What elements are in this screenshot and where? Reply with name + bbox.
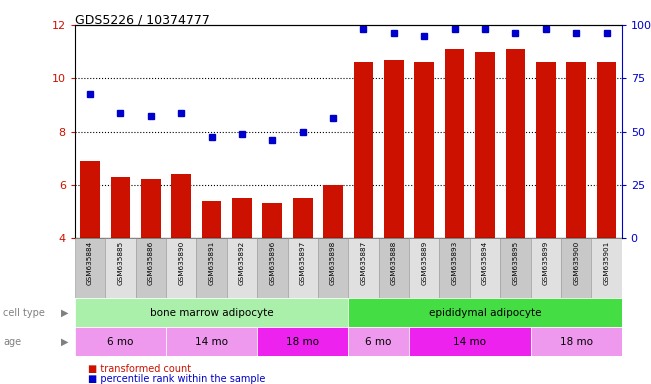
Bar xyxy=(536,62,555,238)
Text: GSM635898: GSM635898 xyxy=(330,240,336,285)
Text: GSM635886: GSM635886 xyxy=(148,240,154,285)
Text: GSM635891: GSM635891 xyxy=(208,240,215,285)
Text: GSM635901: GSM635901 xyxy=(603,240,609,285)
Bar xyxy=(80,161,100,238)
Bar xyxy=(596,62,616,238)
Bar xyxy=(566,62,586,238)
Bar xyxy=(445,49,465,238)
Text: cell type: cell type xyxy=(3,308,45,318)
Bar xyxy=(379,238,409,298)
Bar xyxy=(531,238,561,298)
Text: GSM635900: GSM635900 xyxy=(573,240,579,285)
Text: 18 mo: 18 mo xyxy=(560,336,592,347)
Bar xyxy=(288,238,318,298)
Bar xyxy=(166,238,197,298)
Bar xyxy=(75,238,105,298)
Bar xyxy=(348,327,409,356)
Text: epididymal adipocyte: epididymal adipocyte xyxy=(429,308,541,318)
Text: GDS5226 / 10374777: GDS5226 / 10374777 xyxy=(75,13,210,26)
Bar xyxy=(105,238,135,298)
Text: 14 mo: 14 mo xyxy=(453,336,486,347)
Bar xyxy=(166,327,257,356)
Text: GSM635885: GSM635885 xyxy=(117,240,124,285)
Bar xyxy=(531,327,622,356)
Bar xyxy=(475,51,495,238)
Bar xyxy=(353,62,374,238)
Text: ■ transformed count: ■ transformed count xyxy=(88,364,191,374)
Text: GSM635892: GSM635892 xyxy=(239,240,245,285)
Bar xyxy=(75,298,348,327)
Bar xyxy=(171,174,191,238)
Text: GSM635889: GSM635889 xyxy=(421,240,427,285)
Bar xyxy=(561,238,591,298)
Text: 6 mo: 6 mo xyxy=(365,336,392,347)
Text: GSM635888: GSM635888 xyxy=(391,240,397,285)
Bar xyxy=(591,238,622,298)
Bar xyxy=(414,62,434,238)
Bar xyxy=(409,327,531,356)
Bar xyxy=(500,238,531,298)
Bar xyxy=(505,49,525,238)
Text: GSM635897: GSM635897 xyxy=(299,240,306,285)
Bar xyxy=(293,198,312,238)
Bar xyxy=(111,177,130,238)
Bar xyxy=(348,238,379,298)
Bar xyxy=(141,179,161,238)
Text: 18 mo: 18 mo xyxy=(286,336,319,347)
Bar xyxy=(257,238,288,298)
Text: GSM635896: GSM635896 xyxy=(270,240,275,285)
Text: GSM635884: GSM635884 xyxy=(87,240,93,285)
Text: age: age xyxy=(3,336,21,347)
Bar xyxy=(409,238,439,298)
Text: GSM635899: GSM635899 xyxy=(543,240,549,285)
Bar xyxy=(470,238,500,298)
Bar xyxy=(384,60,404,238)
Text: GSM635894: GSM635894 xyxy=(482,240,488,285)
Text: ■ percentile rank within the sample: ■ percentile rank within the sample xyxy=(88,374,265,384)
Bar xyxy=(135,238,166,298)
Text: GSM635890: GSM635890 xyxy=(178,240,184,285)
Bar xyxy=(348,298,622,327)
Text: ▶: ▶ xyxy=(61,336,69,347)
Text: ▶: ▶ xyxy=(61,308,69,318)
Bar xyxy=(232,198,252,238)
Text: bone marrow adipocyte: bone marrow adipocyte xyxy=(150,308,273,318)
Bar xyxy=(262,204,283,238)
Text: GSM635893: GSM635893 xyxy=(452,240,458,285)
Text: 14 mo: 14 mo xyxy=(195,336,228,347)
Bar xyxy=(439,238,470,298)
Bar xyxy=(227,238,257,298)
Bar xyxy=(202,201,221,238)
Bar xyxy=(318,238,348,298)
Text: 6 mo: 6 mo xyxy=(107,336,133,347)
Bar xyxy=(257,327,348,356)
Text: GSM635887: GSM635887 xyxy=(361,240,367,285)
Bar xyxy=(75,327,166,356)
Text: GSM635895: GSM635895 xyxy=(512,240,518,285)
Bar xyxy=(323,185,343,238)
Bar xyxy=(197,238,227,298)
